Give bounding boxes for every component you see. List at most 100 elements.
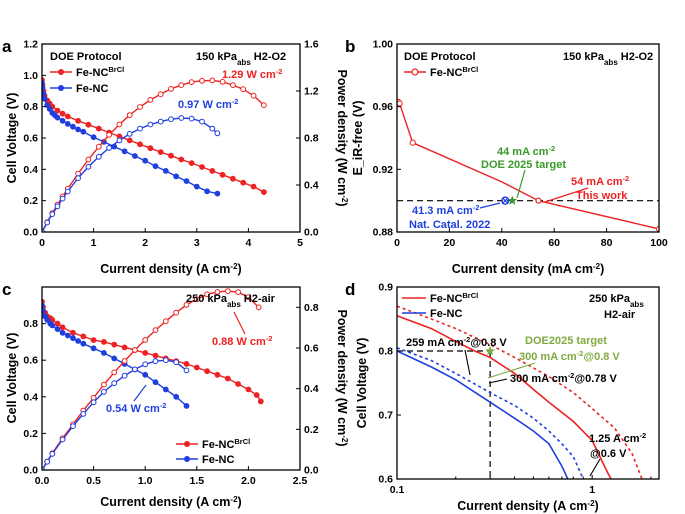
y-tick-label: 0.8 — [23, 101, 38, 113]
data-point — [142, 337, 149, 343]
data-point — [162, 168, 169, 174]
data-point — [95, 143, 102, 150]
data-point — [59, 329, 66, 336]
data-point — [142, 361, 149, 368]
data-point — [224, 288, 231, 295]
panel-b-annotation-nat-catal: Nat. Catal. 2022 — [409, 219, 490, 231]
panel-d-arrow-300-078 — [488, 378, 508, 384]
panel-b-ticks: 0 20 40 60 80 100 0.88 0.92 0.96 1.00 — [373, 39, 668, 250]
data-point — [209, 168, 216, 174]
panel-c-letter: c — [2, 280, 11, 299]
panel-c-arrow-red — [233, 311, 246, 335]
x-tick-label: 2 — [142, 237, 148, 249]
data-point — [178, 156, 185, 163]
data-point — [101, 350, 107, 356]
panel-d-condition-gas: H2-air — [604, 309, 636, 321]
legend-marker-fe-nc — [184, 456, 190, 462]
data-point — [46, 106, 53, 112]
y-tick-label: 0.0 — [23, 465, 38, 477]
data-point — [59, 117, 66, 124]
data-point — [90, 337, 97, 344]
data-point — [235, 289, 242, 296]
data-point — [255, 304, 262, 311]
panel-b-arrow-this-work — [544, 187, 589, 203]
y-tick-label: 0.9 — [378, 282, 393, 294]
y-tick-label: 0.4 — [23, 391, 38, 403]
panel-a-xlabel: Current density (A cm-2) — [100, 262, 241, 277]
data-point — [240, 86, 247, 93]
data-point — [90, 345, 97, 352]
data-point — [253, 392, 260, 398]
panel-d-letter: d — [345, 280, 355, 299]
data-point — [54, 203, 61, 210]
panel-b-annotation-this-work-value: 54 mA cm-2 — [571, 174, 629, 189]
y-tick-label: 1.00 — [373, 39, 394, 51]
panel-b-arrow-doe — [516, 169, 526, 199]
panel-b-arrow-nat-catal — [479, 202, 501, 209]
y-tick-label: 0.88 — [373, 227, 394, 239]
panel-a-annotation-red: 1.29 W cm-2 — [222, 67, 282, 82]
panel-b-frame — [396, 43, 660, 233]
data-point — [70, 335, 76, 342]
panel-c-condition: 250 kPaabs H2-air — [186, 293, 276, 309]
data-point — [183, 178, 190, 185]
panel-a: 0 1 2 3 4 50.00.20.40.60.81.01.20.00.40.81.21… — [2, 37, 350, 276]
data-point — [80, 340, 87, 347]
panel-d-xlabel: Current density (A cm-2) — [457, 499, 598, 514]
data-point — [101, 389, 107, 395]
data-point — [70, 329, 76, 336]
data-point — [183, 403, 190, 409]
panel-d-annotation-259: 259 mA cm-2@0.8 V — [406, 335, 507, 350]
data-point — [59, 436, 66, 443]
panel-b-ylabel: E_iR-free (V) — [351, 100, 365, 175]
panel-d-frame — [396, 286, 660, 480]
data-point — [214, 130, 221, 137]
x-tick-label: 5 — [297, 237, 303, 249]
data-point — [235, 381, 242, 387]
legend-label-fe-nc-brcl: Fe-NCBrCl — [430, 291, 478, 306]
reference-point-cross — [501, 197, 509, 205]
panel-c-marks — [42, 288, 264, 470]
data-point — [132, 366, 138, 373]
data-point — [126, 112, 133, 118]
data-point — [157, 91, 164, 98]
panel-a-marks — [42, 77, 267, 232]
panel-a-annotation-blue: 0.97 W cm-2 — [178, 97, 238, 112]
data-point — [147, 97, 154, 103]
panel-a-letter: a — [2, 37, 12, 56]
data-point — [101, 381, 107, 388]
series-line-0 — [42, 79, 265, 193]
data-point — [75, 126, 81, 133]
data-point — [64, 113, 71, 120]
data-point — [54, 320, 61, 327]
data-point — [49, 451, 56, 457]
data-point — [193, 364, 200, 371]
data-point — [132, 347, 138, 353]
y2-tick-label: 1.6 — [304, 39, 319, 51]
data-point — [173, 393, 180, 400]
x-tick-label: 2.0 — [241, 475, 256, 487]
y-tick-label: 1.2 — [23, 39, 38, 51]
data-point — [90, 134, 97, 141]
y-tick-label: 0.4 — [23, 164, 38, 176]
data-point — [162, 386, 169, 393]
data-point — [199, 118, 205, 125]
series-line-0 — [42, 301, 262, 402]
series-line-2 — [397, 350, 569, 479]
series-line-1 — [397, 305, 643, 479]
y2-tick-label: 0.8 — [304, 302, 319, 314]
panel-c-arrow-blue — [133, 384, 147, 402]
data-point — [142, 371, 149, 378]
data-point — [111, 369, 118, 376]
panel-b-xlabel: Current density (mA cm-2) — [452, 262, 605, 277]
series-line-3 — [397, 347, 584, 479]
this-work-point — [535, 197, 542, 204]
data-point — [80, 128, 87, 135]
panel-d: 0.1 1 0.6 0.7 0.8 0.9 d Current density (A cm… — [345, 280, 660, 514]
x-tick-label: 0 — [394, 237, 400, 249]
y-tick-label: 1.0 — [23, 70, 38, 82]
data-point — [209, 77, 216, 84]
data-point — [157, 149, 164, 156]
data-point — [121, 148, 128, 155]
panel-c-annotation-blue: 0.54 W cm-2 — [106, 401, 166, 416]
